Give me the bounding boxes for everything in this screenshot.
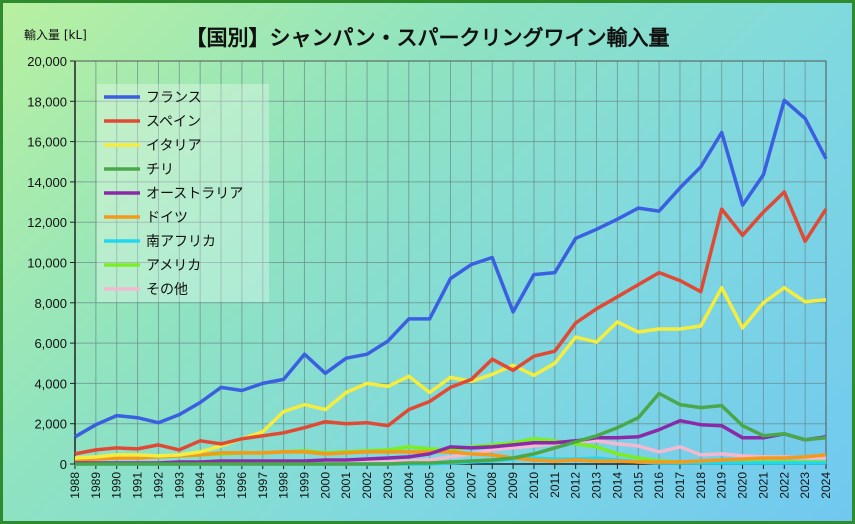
x-tick-label: 2022	[777, 472, 791, 499]
series-line-イタリア	[74, 285, 827, 460]
y-tick-label: 0	[60, 457, 67, 472]
x-tick-label: 2020	[736, 472, 750, 499]
y-tick-label: 20,000	[27, 54, 67, 69]
x-tick-label: 1997	[256, 472, 270, 499]
x-tick-label: 2001	[339, 472, 353, 499]
series-line-スペイン	[74, 190, 828, 456]
x-tick-label: 1988	[68, 472, 82, 499]
legend-label: 南アフリカ	[146, 234, 216, 250]
y-tick-label: 10,000	[27, 256, 67, 271]
chart-title: 【国別】シャンパン・スパークリングワイン輸入量	[185, 26, 670, 50]
x-tick-label: 2017	[673, 472, 687, 499]
x-tick-label: 2012	[569, 472, 583, 499]
x-tick-label: 2000	[318, 472, 332, 499]
x-tick-label: 2005	[423, 472, 437, 499]
x-tick-label: 2016	[652, 472, 666, 499]
x-tick-label: 2015	[631, 472, 645, 499]
x-tick-label: 2006	[444, 472, 458, 499]
series-line-フランス	[74, 98, 828, 439]
x-tick-label: 2018	[694, 472, 708, 499]
y-axis-label: 輸入量 [kL]	[24, 28, 87, 42]
x-tick-label: 2024	[819, 472, 833, 499]
x-tick-label: 1990	[110, 472, 124, 499]
x-tick-label: 1996	[235, 472, 249, 499]
y-tick-label: 16,000	[27, 135, 67, 150]
x-tick-label: 1991	[131, 472, 145, 499]
y-tick-label: 8,000	[34, 296, 67, 311]
x-tick-label: 2013	[590, 472, 604, 499]
legend-label: ドイツ	[146, 210, 188, 226]
x-tick-label: 2003	[381, 472, 395, 499]
legend-label: その他	[146, 282, 188, 298]
y-tick-label: 14,000	[27, 175, 67, 190]
series-line-オーストラリア	[75, 418, 827, 465]
x-tick-label: 1992	[151, 472, 165, 499]
x-tick-label: 2014	[610, 472, 624, 499]
x-tick-label: 1999	[297, 472, 311, 499]
y-tick-label: 12,000	[27, 215, 67, 230]
x-tick-label: 1995	[214, 472, 228, 499]
x-tick-label: 2009	[506, 472, 520, 499]
legend-label: イタリア	[146, 138, 201, 154]
series-line-チリ	[75, 391, 827, 466]
x-tick-label: 1989	[89, 472, 103, 499]
x-tick-label: 2023	[798, 472, 812, 499]
y-tick-label: 18,000	[27, 94, 67, 109]
legend-label: スペイン	[146, 114, 201, 130]
x-tick-label: 1994	[193, 472, 207, 499]
x-tick-label: 2008	[485, 472, 499, 499]
y-tick-label: 2,000	[34, 417, 67, 432]
x-tick-label: 1998	[277, 472, 291, 499]
y-tick-label: 6,000	[34, 336, 67, 351]
x-tick-label: 2004	[402, 472, 416, 499]
x-tick-label: 2007	[464, 472, 478, 499]
x-tick-label: 2010	[527, 472, 541, 499]
legend-label: オーストラリア	[146, 186, 243, 202]
x-tick-label: 2021	[756, 472, 770, 499]
legend-label: アメリカ	[146, 258, 201, 274]
y-tick-label: 4,000	[34, 376, 67, 391]
x-tick-label: 2011	[548, 472, 562, 498]
legend-label: チリ	[146, 162, 174, 178]
x-tick-label: 2019	[715, 472, 729, 499]
x-tick-label: 2002	[360, 472, 374, 499]
series-line-ドイツ	[74, 450, 827, 464]
legend-label: フランス	[146, 90, 202, 106]
x-tick-label: 1993	[172, 472, 186, 499]
